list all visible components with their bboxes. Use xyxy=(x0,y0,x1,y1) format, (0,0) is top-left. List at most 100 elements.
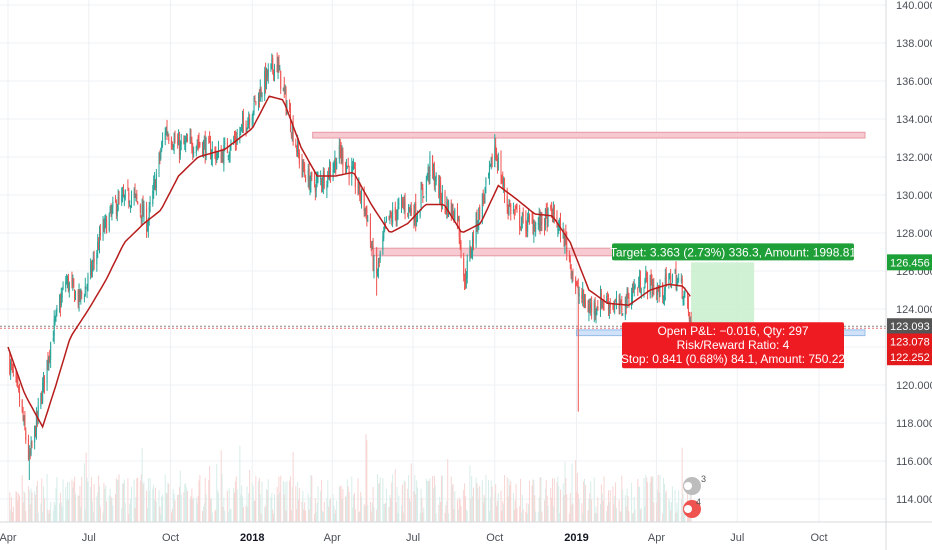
candle-body xyxy=(103,223,105,231)
candle-body xyxy=(360,197,362,200)
candle-body xyxy=(645,273,647,282)
volume-bar xyxy=(596,513,598,522)
candle-body xyxy=(204,138,206,158)
candle-body xyxy=(408,204,410,212)
volume-bar xyxy=(369,501,371,522)
candle-body xyxy=(272,57,274,70)
volume-bar xyxy=(490,480,492,522)
candle-body xyxy=(602,300,604,303)
candle-body xyxy=(589,305,591,309)
candle-body xyxy=(128,191,130,204)
volume-bar xyxy=(364,505,366,522)
candle-body xyxy=(388,215,390,220)
volume-bar xyxy=(489,497,491,522)
volume-bar xyxy=(464,483,466,522)
candle-body xyxy=(161,143,163,151)
volume-bar xyxy=(129,503,131,522)
volume-bar xyxy=(235,476,237,522)
candle-body xyxy=(270,63,272,69)
candle-body xyxy=(398,203,400,205)
candle-body xyxy=(257,92,259,103)
volume-bar xyxy=(614,495,616,522)
badge-3-inner xyxy=(684,482,692,490)
candle-body xyxy=(48,357,50,367)
volume-bar xyxy=(363,504,365,522)
volume-bar xyxy=(566,494,568,522)
candle-body xyxy=(271,59,273,63)
candle-body xyxy=(328,168,330,178)
candle-body xyxy=(79,289,81,300)
volume-bar xyxy=(371,502,373,522)
candle-body xyxy=(222,152,224,163)
volume-bar xyxy=(544,488,546,522)
volume-bar xyxy=(332,494,334,522)
volume-bar xyxy=(377,474,379,522)
volume-bar xyxy=(224,510,226,522)
volume-bar xyxy=(215,509,217,522)
candle-body xyxy=(254,98,256,100)
candle-body xyxy=(109,206,111,213)
candle-body xyxy=(632,284,634,293)
candle-body xyxy=(146,228,148,230)
volume-bar xyxy=(534,495,536,522)
candle-body xyxy=(425,176,427,195)
price-tick-label: 134.000 xyxy=(896,114,932,126)
candle-body xyxy=(544,224,546,228)
resistance-zone[interactable] xyxy=(312,131,866,139)
candle-body xyxy=(564,233,566,249)
candle-body xyxy=(278,62,280,70)
volume-bar xyxy=(366,440,368,522)
volume-bar xyxy=(624,494,626,522)
candle-body xyxy=(261,93,263,98)
volume-bar xyxy=(130,486,132,522)
candle-body xyxy=(241,124,243,127)
candle-body xyxy=(335,157,337,171)
volume-bar xyxy=(167,482,169,522)
volume-bar xyxy=(618,499,620,522)
volume-bar xyxy=(216,463,218,522)
candle-body xyxy=(434,184,436,186)
volume-bar xyxy=(18,493,20,522)
volume-bar xyxy=(161,496,163,522)
candle-body xyxy=(389,211,391,220)
volume-bar xyxy=(471,475,473,522)
candle-body xyxy=(234,138,236,140)
volume-bar xyxy=(35,494,37,522)
candle-body xyxy=(315,179,317,191)
volume-bar xyxy=(651,477,653,522)
candle-body xyxy=(143,206,145,219)
candle-body xyxy=(54,317,56,320)
candle-body xyxy=(134,189,136,193)
volume-bar xyxy=(607,505,609,522)
volume-bar xyxy=(441,475,443,522)
candle-body xyxy=(563,230,565,247)
candle-body xyxy=(445,208,447,212)
target-zone[interactable] xyxy=(691,262,755,327)
candle-body xyxy=(298,152,300,165)
candle-body xyxy=(23,418,25,423)
volume-bar xyxy=(478,499,480,522)
volume-bar xyxy=(373,507,375,522)
volume-bar xyxy=(164,474,166,522)
volume-bar xyxy=(295,486,297,522)
volume-bar xyxy=(671,502,673,522)
candle-body xyxy=(495,144,497,154)
candle-body xyxy=(528,215,530,218)
volume-bar xyxy=(116,479,118,522)
price-tick-label: 116.000 xyxy=(896,456,932,468)
volume-bar xyxy=(622,489,624,522)
candle-body xyxy=(658,291,660,295)
candle-body xyxy=(591,302,593,312)
candle-body xyxy=(668,274,670,283)
candle-body xyxy=(690,320,692,322)
candle-body xyxy=(80,289,82,297)
candle-body xyxy=(572,271,574,280)
candle-body xyxy=(12,369,14,373)
volume-bar xyxy=(353,495,355,522)
candle-body xyxy=(21,399,23,411)
volume-bar xyxy=(133,479,135,522)
candle-body xyxy=(378,257,380,261)
candle-body xyxy=(24,415,26,430)
